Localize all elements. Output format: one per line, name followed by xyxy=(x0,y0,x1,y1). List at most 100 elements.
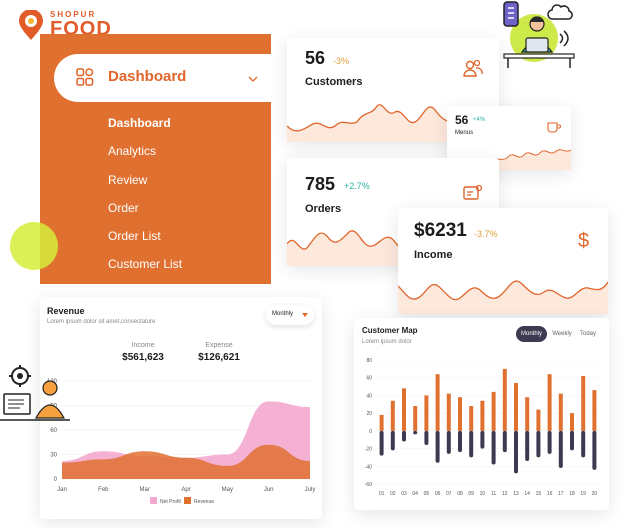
custmap-bar-negative xyxy=(435,430,440,463)
custmap-bar-negative xyxy=(469,430,474,458)
custmap-xtick-label: 01 xyxy=(379,491,385,497)
revenue-ytick-label: 60 xyxy=(50,428,57,434)
tab-weekly[interactable]: Weekly xyxy=(552,331,572,337)
revenue-xtick-label: Apr xyxy=(181,487,190,493)
revenue-area-revenue xyxy=(62,444,310,479)
custmap-bar-positive xyxy=(491,391,496,431)
custmap-bar-negative xyxy=(402,430,406,442)
custmap-bar-negative xyxy=(502,430,507,453)
custmap-ytick-label: 20 xyxy=(366,411,372,417)
custmap-bar-positive xyxy=(402,388,406,431)
custmap-bar-negative xyxy=(491,430,496,465)
customer-map-chart: -60 -40 -20 0 20 40 60 80 01 02 03 04 05 06 07 08 09 10 11… xyxy=(365,358,600,497)
custmap-xtick-label: 04 xyxy=(412,491,418,497)
tab-monthly[interactable]: Monthly xyxy=(516,326,547,342)
custmap-bar-positive xyxy=(446,393,451,431)
custmap-xtick-label: 02 xyxy=(390,491,396,497)
sidebar-active-label: Dashboard xyxy=(108,68,187,85)
custmap-bar-positive xyxy=(536,409,541,431)
revenue-xtick-label: July xyxy=(305,487,316,493)
sidebar-item-dashboard[interactable]: Dashboard xyxy=(108,116,171,130)
cup-icon xyxy=(547,120,561,138)
menus-label: Menus xyxy=(455,130,474,136)
custmap-bar-negative xyxy=(390,430,395,451)
revenue-chart: 0306090120JanFebMarAprMayJunJulyNet Prof… xyxy=(47,379,316,505)
custmap-ytick-label: 40 xyxy=(366,393,372,399)
custmap-bar-negative xyxy=(581,430,586,458)
customer-map-title: Customer Map xyxy=(362,326,418,335)
custmap-ytick-label: -40 xyxy=(365,464,372,470)
revenue-xtick-label: Jun xyxy=(264,487,274,493)
custmap-xtick-label: 14 xyxy=(524,491,530,497)
revenue-xtick-label: May xyxy=(222,487,233,493)
legend-label-revenue: Revenue xyxy=(194,499,214,505)
custmap-xtick-label: 10 xyxy=(480,491,486,497)
revenue-ytick-label: 0 xyxy=(54,477,58,483)
customers-sparkline xyxy=(287,104,456,142)
sidebar-item-analytics[interactable]: Analytics xyxy=(108,144,157,158)
custmap-ytick-label: 80 xyxy=(366,358,372,364)
custmap-bar-negative xyxy=(547,430,552,454)
custmap-xtick-label: 13 xyxy=(513,491,519,497)
income-card[interactable]: $6231 -3.7% Income $ xyxy=(398,208,608,314)
custmap-ytick-label: 60 xyxy=(366,376,372,382)
income-kpi-label: Income xyxy=(131,342,155,349)
revenue-xtick-label: Jan xyxy=(57,487,67,493)
custmap-bar-positive xyxy=(379,414,384,431)
dollar-icon: $ xyxy=(578,230,590,252)
dropdown-value: Monthly xyxy=(272,311,294,317)
orders-label: Orders xyxy=(305,203,342,215)
caret-down-icon xyxy=(302,313,308,317)
revenue-subtitle: Lorem ipsum dolor sit amet,consectature xyxy=(47,319,156,325)
chevron-down-icon[interactable] xyxy=(248,70,258,88)
custmap-xtick-label: 07 xyxy=(446,491,452,497)
income-kpi-value: $561,623 xyxy=(122,352,164,363)
custmap-xtick-label: 08 xyxy=(457,491,463,497)
orders-value: 785 xyxy=(305,174,336,194)
custmap-xtick-label: 15 xyxy=(536,491,542,497)
custmap-xtick-label: 16 xyxy=(547,491,553,497)
custmap-bar-positive xyxy=(413,406,418,431)
sidebar-item-customer-list[interactable]: Customer List xyxy=(108,257,183,271)
customers-change: -3% xyxy=(333,56,350,66)
custmap-xtick-label: 20 xyxy=(592,491,598,497)
revenue-card: Revenue Lorem ipsum dolor sit amet,conse… xyxy=(40,297,322,519)
custmap-xtick-label: 06 xyxy=(435,491,441,497)
customer-map-card: Customer Map Lorem ipsum dolor Monthly W… xyxy=(354,318,609,510)
custmap-bar-positive xyxy=(547,374,552,431)
sidebar-item-order-list[interactable]: Order List xyxy=(108,229,161,243)
revenue-xtick-label: Mar xyxy=(139,487,149,493)
income-value: $6231 xyxy=(414,220,467,241)
custmap-xtick-label: 19 xyxy=(580,491,586,497)
support-illustration xyxy=(0,364,72,424)
custmap-bar-positive xyxy=(458,397,462,431)
sidebar-item-dashboard-active[interactable]: Dashboard xyxy=(54,54,282,102)
sidebar: Dashboard Dashboard Analytics Review Ord… xyxy=(40,34,282,284)
decorative-circle xyxy=(10,222,58,270)
tab-today[interactable]: Today xyxy=(579,331,596,337)
custmap-bar-negative xyxy=(536,430,541,458)
customers-value: 56 xyxy=(305,48,326,68)
menus-change: +4% xyxy=(473,117,486,123)
orders-change: +2.7% xyxy=(344,181,370,191)
custmap-ytick-label: -20 xyxy=(365,447,372,453)
custmap-bar-negative xyxy=(458,430,462,453)
custmap-bar-negative xyxy=(424,430,429,446)
menus-value: 56 xyxy=(455,113,469,127)
sidebar-item-review[interactable]: Review xyxy=(108,173,148,187)
revenue-title: Revenue xyxy=(47,306,85,316)
sidebar-item-order[interactable]: Order xyxy=(108,201,139,215)
income-change: -3.7% xyxy=(474,229,498,239)
legend-swatch-revenue xyxy=(184,497,191,504)
customer-map-subtitle: Lorem ipsum dolor xyxy=(362,339,412,345)
custmap-xtick-label: 17 xyxy=(558,491,564,497)
custmap-bar-negative xyxy=(570,430,574,451)
location-pin-icon xyxy=(16,9,46,47)
customers-label: Customers xyxy=(305,76,363,88)
revenue-period-dropdown[interactable]: Monthly xyxy=(266,305,314,325)
custmap-xtick-label: 18 xyxy=(569,491,575,497)
custmap-bar-negative xyxy=(525,430,530,461)
income-sparkline xyxy=(398,280,608,314)
custmap-bar-positive xyxy=(424,395,429,431)
custmap-bar-positive xyxy=(558,393,563,431)
